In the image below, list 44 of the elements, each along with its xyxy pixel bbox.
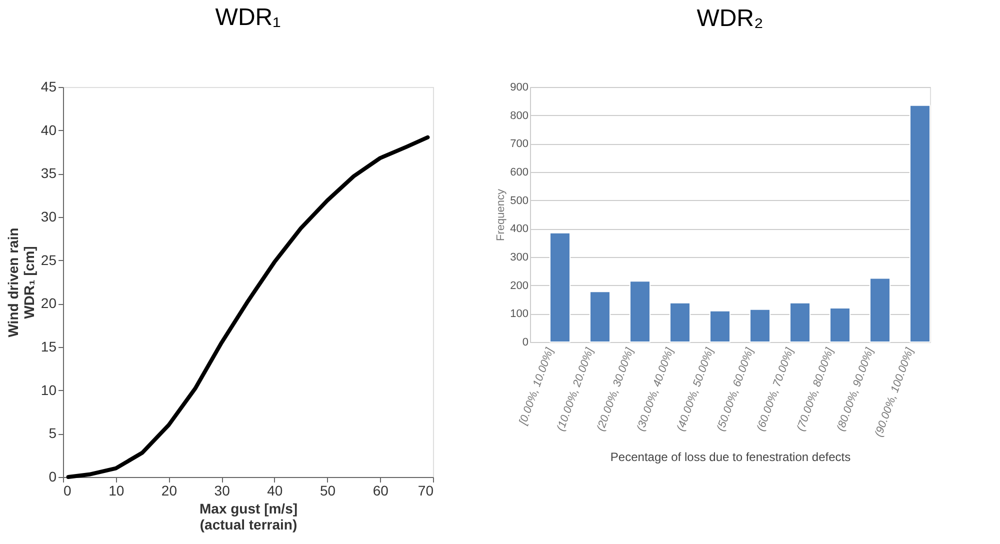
bar bbox=[870, 278, 890, 342]
x-tick-label: 70 bbox=[418, 482, 434, 498]
y-tick-label: 900 bbox=[510, 82, 528, 94]
y-tick-label: 0 bbox=[48, 468, 57, 484]
chart-title: WDR₂ bbox=[696, 5, 764, 32]
x-tick-label: 40 bbox=[267, 482, 283, 498]
bar bbox=[630, 280, 650, 342]
y-tick-label: 35 bbox=[40, 165, 57, 182]
bar bbox=[710, 310, 730, 342]
bar bbox=[550, 232, 570, 342]
y-tick-label: 100 bbox=[510, 308, 528, 320]
bar bbox=[790, 302, 810, 342]
y-tick-label: 0 bbox=[522, 336, 528, 348]
y-tick-label: 700 bbox=[510, 138, 528, 150]
y-tick-label: 40 bbox=[40, 122, 57, 138]
x-tick-label: 0 bbox=[64, 482, 72, 498]
x-axis-title: Max gust [m/s] (actual terrain) bbox=[199, 500, 298, 532]
bar bbox=[750, 308, 770, 342]
x-tick-label: 60 bbox=[372, 482, 389, 498]
y-tick-label: 30 bbox=[40, 208, 57, 224]
y-tick-label: 300 bbox=[510, 252, 528, 264]
chart-title: WDR₁ bbox=[215, 4, 281, 31]
y-tick-label: 5 bbox=[48, 425, 57, 442]
y-axis-title: Frequency bbox=[495, 188, 508, 241]
bar bbox=[830, 308, 850, 342]
y-tick-label: 500 bbox=[510, 194, 528, 207]
y-tick-label: 200 bbox=[510, 280, 528, 292]
y-tick-label: 20 bbox=[40, 295, 57, 312]
bar bbox=[670, 302, 690, 342]
y-tick-label: 45 bbox=[40, 78, 57, 94]
y-axis-title: Wind driven rain WDR₁ [cm] bbox=[4, 228, 37, 338]
x-tick-label: 20 bbox=[161, 482, 178, 498]
x-tick-label: 50 bbox=[320, 482, 336, 498]
y-tick-label: 600 bbox=[510, 166, 528, 178]
x-axis-title: Pecentage of loss due to fenestration defects bbox=[610, 450, 851, 464]
y-tick-label: 25 bbox=[40, 252, 57, 268]
line-series bbox=[66, 135, 430, 479]
y-tick-label: 15 bbox=[40, 338, 57, 354]
bar bbox=[590, 291, 610, 342]
x-tick-label: 10 bbox=[108, 482, 124, 498]
bar bbox=[910, 104, 930, 342]
y-tick-label: 800 bbox=[510, 110, 528, 122]
x-tick-label: 30 bbox=[214, 482, 230, 498]
y-tick-label: 400 bbox=[510, 223, 528, 236]
